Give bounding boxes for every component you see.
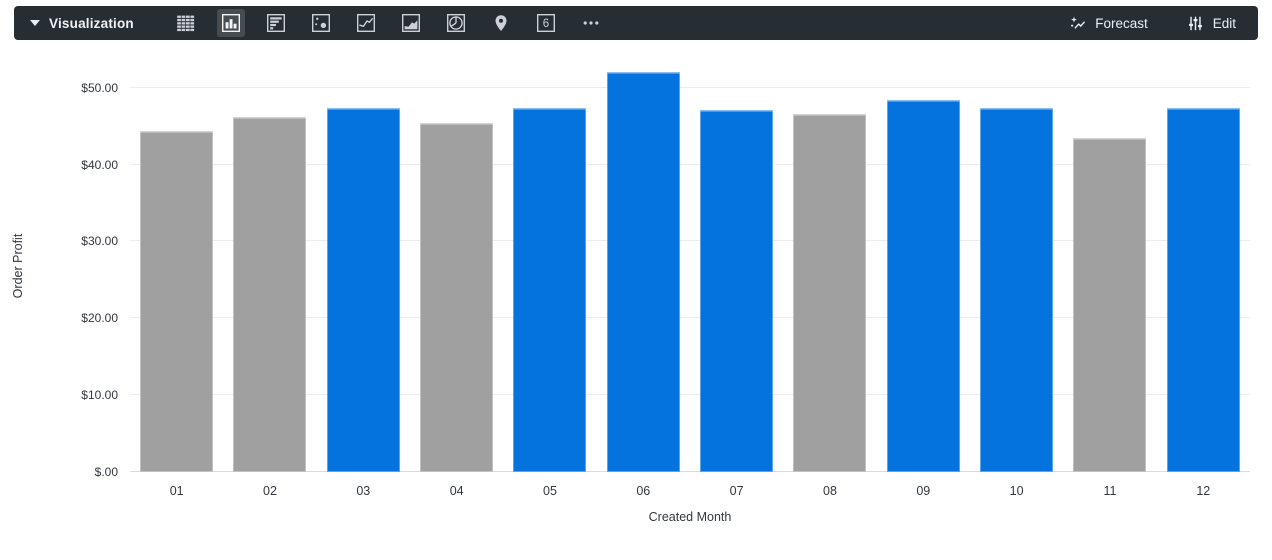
y-tick-label: $.00 bbox=[94, 465, 118, 479]
x-tick-label: 10 bbox=[1009, 484, 1024, 498]
bar-slot bbox=[130, 60, 223, 472]
bar-month-10[interactable] bbox=[980, 108, 1054, 472]
viz-type-single-value-button[interactable]: 6 bbox=[532, 9, 560, 37]
bar-slot bbox=[1157, 60, 1250, 472]
viz-type-line-chart-button[interactable] bbox=[352, 9, 380, 37]
edit-button[interactable]: Edit bbox=[1186, 14, 1236, 33]
viz-type-area-chart-button[interactable] bbox=[397, 9, 425, 37]
bar-chart-icon bbox=[266, 14, 285, 33]
bar-slot bbox=[410, 60, 503, 472]
bar-slot bbox=[503, 60, 596, 472]
x-tick-label: 07 bbox=[729, 484, 744, 498]
x-axis-labels: 01 02 03 04 05 06 07 08 09 10 11 12 bbox=[130, 484, 1250, 498]
x-axis-title: Created Month bbox=[648, 510, 732, 524]
chart-container: Order Profit $.00 $10.00 $20.00 $30.00 $40.0… bbox=[0, 46, 1272, 560]
forecast-icon bbox=[1071, 16, 1086, 29]
bars-row bbox=[130, 60, 1250, 472]
viz-type-scatter-chart-button[interactable] bbox=[307, 9, 335, 37]
bar-slot bbox=[690, 60, 783, 472]
bar-month-08[interactable] bbox=[793, 113, 867, 472]
gridline bbox=[130, 86, 1250, 88]
x-tick-label: 05 bbox=[543, 484, 557, 498]
bar-slot bbox=[783, 60, 876, 472]
gridline bbox=[130, 317, 1250, 319]
bar-month-11[interactable] bbox=[1073, 137, 1147, 472]
single-value-icon: 6 bbox=[536, 14, 555, 33]
visualization-title: Visualization bbox=[49, 15, 134, 31]
bar-month-04[interactable] bbox=[420, 123, 494, 472]
bar-slot bbox=[597, 60, 690, 472]
bar-month-05[interactable] bbox=[513, 107, 587, 472]
forecast-button-label: Forecast bbox=[1095, 15, 1148, 31]
y-tick-label: $50.00 bbox=[81, 80, 118, 95]
edit-settings-icon bbox=[1188, 16, 1202, 30]
bar-month-01[interactable] bbox=[140, 130, 214, 472]
bar-slot bbox=[317, 60, 410, 472]
scatter-chart-icon bbox=[311, 14, 330, 33]
y-tick-label: $10.00 bbox=[81, 388, 118, 403]
gridline bbox=[130, 471, 1250, 472]
gridline bbox=[130, 394, 1250, 396]
x-tick-label: 12 bbox=[1196, 484, 1211, 498]
x-tick-label: 01 bbox=[169, 484, 184, 498]
y-tick-label: $20.00 bbox=[81, 311, 118, 326]
bar-slot bbox=[1063, 60, 1156, 472]
forecast-button[interactable]: Forecast bbox=[1068, 14, 1148, 33]
bar-month-06[interactable] bbox=[606, 71, 680, 472]
bar-month-09[interactable] bbox=[886, 99, 960, 472]
gridline bbox=[130, 163, 1250, 165]
viz-type-table-button[interactable] bbox=[172, 9, 200, 37]
viz-type-map-button[interactable] bbox=[487, 9, 515, 37]
y-tick-label: $30.00 bbox=[81, 234, 118, 249]
edit-button-label: Edit bbox=[1212, 15, 1236, 31]
x-tick-label: 04 bbox=[449, 484, 464, 498]
bar-month-12[interactable] bbox=[1166, 108, 1240, 472]
pie-chart-icon bbox=[446, 14, 465, 33]
visualization-toolbar: Visualization bbox=[14, 6, 1258, 40]
bar-month-07[interactable] bbox=[700, 109, 774, 472]
bar-month-03[interactable] bbox=[326, 107, 400, 472]
gridline bbox=[130, 240, 1250, 242]
viz-type-bar-chart-button[interactable] bbox=[262, 9, 290, 37]
x-tick-label: 11 bbox=[1103, 484, 1117, 498]
area-chart-icon bbox=[401, 14, 420, 33]
bar-month-02[interactable] bbox=[233, 116, 307, 472]
toolbar-right-actions: Forecast Edit bbox=[1068, 14, 1236, 33]
x-tick-label: 08 bbox=[823, 484, 837, 498]
bar-slot bbox=[877, 60, 970, 472]
x-tick-label: 06 bbox=[636, 484, 651, 498]
viz-type-pie-chart-button[interactable] bbox=[442, 9, 470, 37]
more-options-icon bbox=[583, 21, 599, 25]
viz-type-switcher: 6 bbox=[172, 9, 605, 37]
x-tick-label: 02 bbox=[263, 484, 277, 498]
table-icon bbox=[177, 15, 194, 32]
column-chart-icon bbox=[221, 14, 240, 33]
viz-type-column-chart-button[interactable] bbox=[216, 9, 245, 37]
visualization-collapse-toggle[interactable]: Visualization bbox=[30, 16, 134, 31]
viz-type-more-options-button[interactable] bbox=[577, 9, 605, 37]
single-value-glyph: 6 bbox=[543, 18, 549, 30]
map-pin-icon bbox=[495, 15, 507, 31]
line-chart-icon bbox=[356, 14, 375, 33]
plot-area bbox=[130, 60, 1250, 472]
x-tick-label: 09 bbox=[916, 484, 931, 498]
y-tick-label: $40.00 bbox=[81, 157, 118, 172]
bar-slot bbox=[223, 60, 316, 472]
x-tick-label: 03 bbox=[356, 484, 371, 498]
chevron-down-icon bbox=[30, 20, 40, 26]
bar-slot bbox=[970, 60, 1063, 472]
